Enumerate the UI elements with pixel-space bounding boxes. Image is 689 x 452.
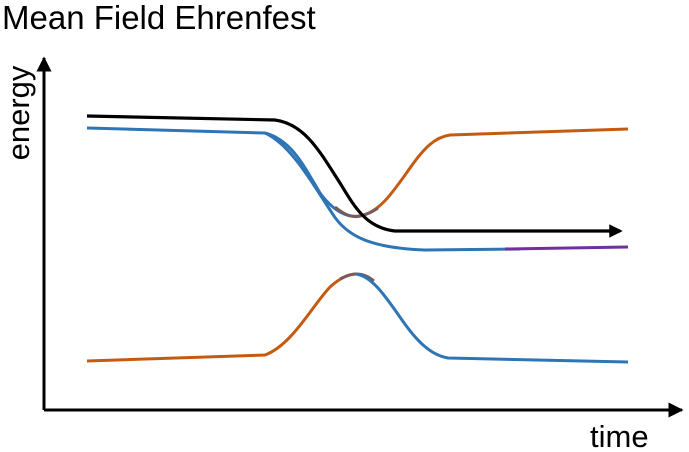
lower-state-right-blue — [355, 272, 629, 364]
ehrenfest-trajectory — [86, 114, 623, 238]
diagram-title: Mean Field Ehrenfest — [2, 0, 316, 36]
purple-tail — [504, 245, 629, 251]
upper-state-left-blue — [86, 126, 361, 218]
upper-state-right-orange — [359, 127, 629, 218]
x-axis-label: time — [590, 419, 649, 452]
blue-lower-branch — [264, 131, 521, 252]
lower-state-left-orange — [86, 272, 357, 363]
upper-state-mixing-segment — [334, 205, 379, 219]
